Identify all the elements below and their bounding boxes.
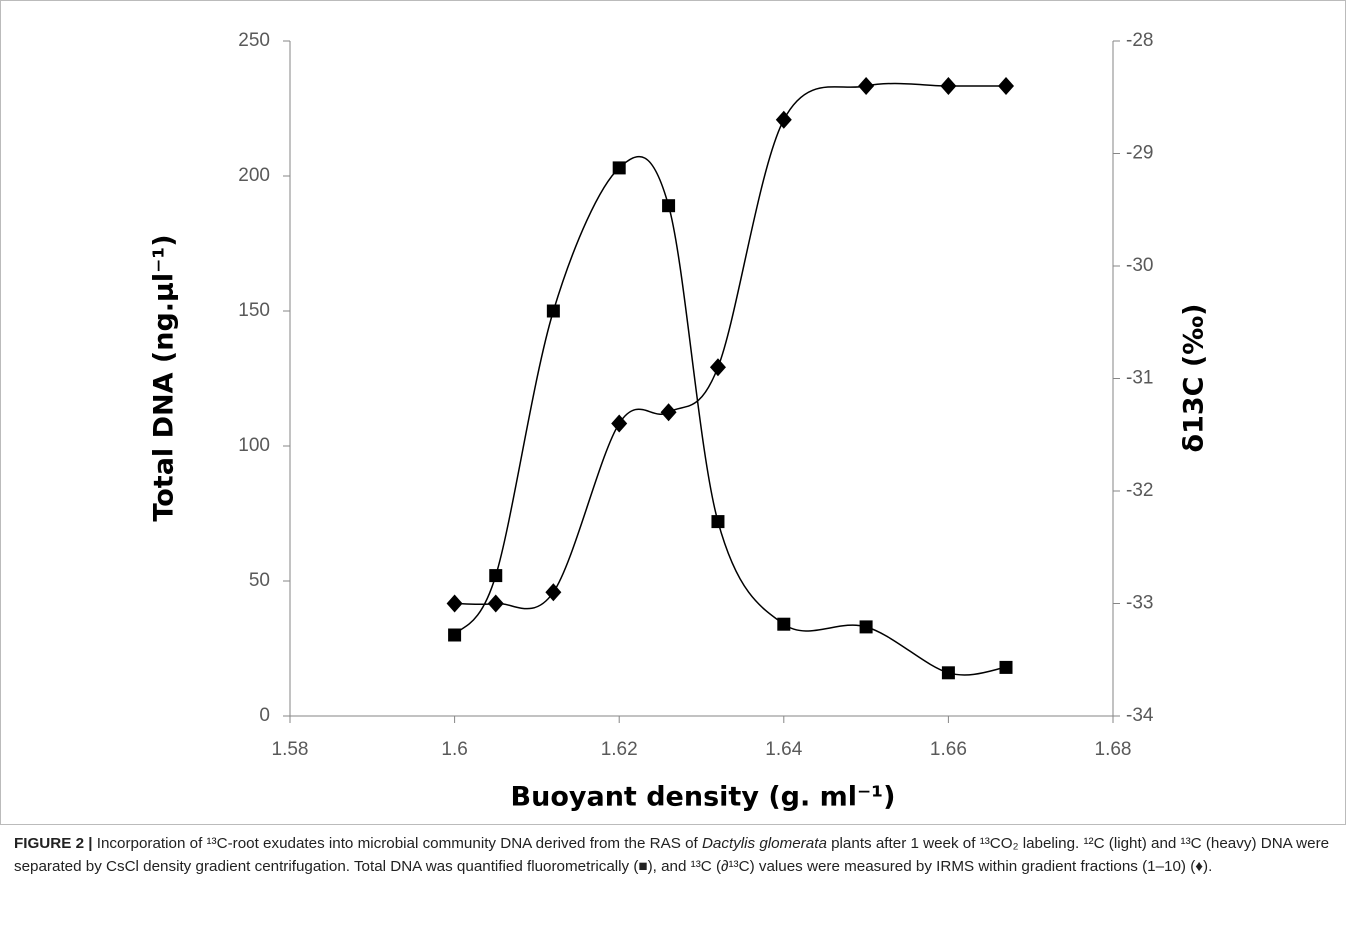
- y-tick-label: 0: [259, 705, 270, 726]
- marker-square: [612, 161, 626, 175]
- x-tick-label: 1.66: [930, 739, 967, 760]
- caption: FIGURE 2 | Incorporation of ¹³C-root exu…: [14, 832, 1334, 878]
- marker-square: [941, 666, 955, 680]
- marker-square: [489, 569, 503, 583]
- x-tick-label: 1.6: [441, 739, 467, 760]
- y-tick-label: 200: [238, 165, 270, 186]
- caption-text: Incorporation of ¹³C-root exudates into …: [96, 835, 702, 852]
- series-line: [454, 82, 1007, 610]
- y-tick-label: 150: [238, 300, 270, 321]
- x-tick-label: 1.68: [1095, 739, 1132, 760]
- x-axis-title: Buoyant density (g. ml⁻¹): [511, 782, 896, 813]
- y2-tick-label: -30: [1126, 255, 1153, 276]
- x-tick-label: 1.58: [272, 739, 309, 760]
- marker-diamond: [709, 358, 726, 377]
- marker-diamond: [545, 583, 562, 602]
- y2-tick-label: -32: [1126, 480, 1153, 501]
- marker-square: [777, 617, 791, 631]
- x-tick-label: 1.64: [765, 739, 802, 760]
- series-line: [453, 155, 1007, 676]
- y-tick-label: 100: [238, 435, 270, 456]
- caption-label: FIGURE 2 |: [14, 835, 93, 852]
- y2-tick-label: -31: [1126, 368, 1153, 389]
- marker-square: [448, 628, 462, 642]
- marker-diamond: [998, 77, 1015, 95]
- x-tick-label: 1.62: [601, 739, 638, 760]
- y-axis-title: Total DNA (ng.µl⁻¹): [149, 234, 180, 521]
- marker-square: [546, 304, 560, 318]
- marker-square: [662, 199, 676, 213]
- marker-diamond: [487, 594, 504, 613]
- y-tick-label: 250: [238, 30, 270, 51]
- marker-square: [859, 620, 873, 634]
- y-tick-label: 50: [249, 570, 270, 591]
- marker-square: [711, 515, 725, 529]
- marker-diamond: [660, 403, 677, 422]
- y2-tick-label: -33: [1126, 593, 1153, 614]
- marker-diamond: [858, 77, 875, 95]
- marker-diamond: [775, 110, 792, 129]
- y2-tick-label: -28: [1126, 30, 1153, 51]
- marker-square: [999, 660, 1013, 674]
- chart: Total DNA (ng.µl⁻¹) δ13C (‰) Buoyant den…: [0, 0, 1346, 825]
- marker-diamond: [446, 594, 463, 613]
- caption-text: plants after 1 week of ¹³CO₂ labeling. ¹…: [14, 835, 1330, 875]
- marker-diamond: [611, 414, 628, 433]
- y2-axis-title: δ13C (‰): [1179, 304, 1210, 453]
- caption-species: Dactylis glomerata: [701, 835, 827, 852]
- marker-diamond: [940, 77, 957, 95]
- y2-tick-label: -29: [1126, 143, 1153, 164]
- y2-tick-label: -34: [1126, 705, 1154, 726]
